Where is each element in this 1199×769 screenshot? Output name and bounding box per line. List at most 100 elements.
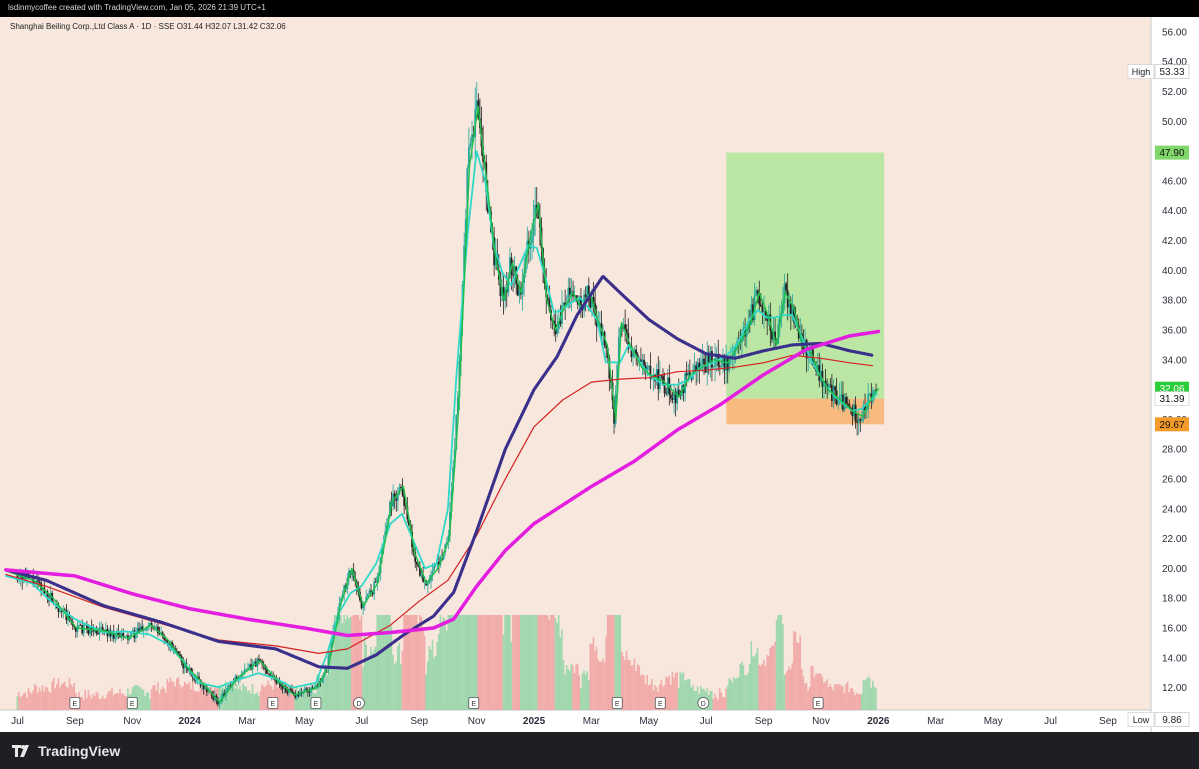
volume-bar: [378, 615, 380, 710]
volume-bar: [542, 615, 544, 710]
candle-body: [114, 636, 117, 639]
volume-bar: [509, 615, 511, 710]
candle-body: [362, 605, 365, 609]
candle-body: [786, 290, 789, 308]
candle-body: [605, 345, 608, 349]
candle-body: [464, 219, 467, 246]
volume-bar: [564, 674, 566, 710]
volume-bar: [29, 691, 31, 710]
volume-bar: [425, 674, 427, 710]
legend: Shanghai Beiling Corp.,Ltd Class A · 1D …: [10, 22, 286, 31]
candle-body: [292, 692, 295, 694]
volume-bar: [709, 690, 712, 710]
price-tick-label: 56.00: [1162, 27, 1187, 38]
volume-bar: [832, 690, 835, 710]
volume-bar: [136, 685, 139, 710]
candle-body: [426, 582, 429, 586]
volume-bar: [725, 688, 727, 710]
volume-bar: [177, 677, 180, 710]
volume-bar: [175, 678, 178, 710]
volume-bar: [366, 657, 369, 710]
volume-bar: [449, 615, 451, 710]
volume-bar: [747, 672, 749, 710]
volume-bar: [559, 637, 562, 710]
candle-body: [19, 576, 22, 579]
volume-bar: [288, 687, 290, 710]
loss-zone: [726, 398, 885, 425]
volume-bar: [209, 688, 211, 710]
volume-bar: [808, 687, 811, 710]
volume-bar: [24, 692, 27, 710]
price-tick-label: 44.00: [1162, 206, 1187, 217]
candle-body: [205, 687, 208, 692]
volume-bar: [63, 681, 66, 710]
volume-bar: [723, 697, 726, 710]
volume-bar: [862, 680, 865, 710]
volume-bar: [93, 696, 96, 710]
candle-body: [297, 694, 300, 696]
volume-bar: [766, 654, 768, 710]
candle-body: [848, 403, 851, 408]
candle-body: [431, 571, 434, 575]
volume-bar: [739, 663, 742, 710]
volume-bar: [857, 694, 860, 710]
volume-bar: [873, 686, 876, 710]
volume-bar: [515, 615, 517, 710]
candle-body: [374, 581, 377, 583]
event-marker-label: D: [701, 701, 706, 708]
volume-bar: [150, 689, 153, 710]
chart[interactable]: Shanghai Beiling Corp.,Ltd Class A · 1D …: [0, 0, 1199, 732]
volume-bar: [729, 679, 732, 710]
brand[interactable]: TradingView: [12, 743, 120, 759]
volume-bar: [243, 685, 246, 710]
candle-body: [117, 630, 120, 636]
candle-body: [512, 274, 514, 276]
volume-bar: [651, 679, 653, 710]
volume-bar: [785, 673, 787, 710]
candle-body: [149, 623, 151, 626]
candle-body: [771, 330, 773, 340]
candle-body: [248, 664, 251, 669]
price-tick-label: 24.00: [1162, 504, 1187, 515]
candle-body: [329, 652, 331, 656]
volume-bar: [488, 615, 491, 710]
candle-body: [687, 372, 690, 376]
volume-bar: [149, 698, 151, 710]
volume-bar: [818, 673, 820, 710]
candle-body: [414, 551, 417, 562]
volume-bar: [810, 666, 813, 710]
volume-bar: [682, 672, 685, 710]
candle-body: [693, 365, 696, 372]
candle-body: [234, 676, 237, 682]
candle-body: [415, 561, 418, 565]
volume-bar: [123, 695, 126, 710]
volume-bar: [764, 665, 767, 710]
volume-bar: [594, 651, 596, 710]
candle-body: [576, 301, 579, 305]
volume-bar: [804, 683, 806, 710]
volume-bar: [796, 642, 798, 710]
volume-bar: [469, 615, 472, 710]
candle-body: [60, 611, 63, 612]
volume-bar: [870, 687, 873, 710]
candle-body: [756, 290, 759, 294]
volume-bar: [349, 617, 352, 710]
earnings-marker-icon: [468, 697, 480, 709]
volume-bar: [636, 664, 639, 710]
volume-bar: [597, 659, 600, 710]
volume-bar: [670, 684, 672, 710]
volume-bar: [259, 690, 262, 710]
candle-body: [84, 624, 87, 626]
volume-bar: [856, 692, 858, 710]
volume-bar: [486, 615, 489, 710]
volume-bar: [591, 643, 593, 710]
volume-bar: [807, 690, 809, 710]
volume-bar: [608, 615, 611, 710]
candle-body: [63, 609, 66, 611]
time-tick-label: Jul: [11, 716, 24, 727]
candle-body: [381, 548, 383, 558]
volume-bar: [235, 684, 238, 710]
volume-bar: [444, 619, 446, 710]
volume-bar: [351, 616, 353, 710]
candle-body: [591, 297, 593, 308]
